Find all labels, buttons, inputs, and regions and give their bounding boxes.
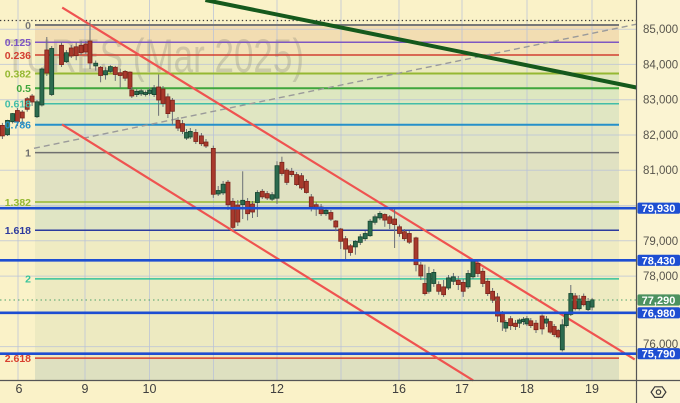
svg-text:9: 9 [82,382,89,396]
svg-text:78,000: 78,000 [643,271,678,283]
svg-text:1: 1 [25,147,31,159]
svg-text:0.382: 0.382 [5,68,31,80]
svg-text:79,000: 79,000 [643,236,678,248]
svg-text:0.618: 0.618 [5,99,31,111]
svg-text:17: 17 [455,382,469,396]
svg-text:6: 6 [16,382,23,396]
svg-text:0.236: 0.236 [5,50,31,62]
svg-text:77,290: 77,290 [642,295,676,307]
svg-text:18: 18 [520,382,534,396]
svg-text:75,790: 75,790 [642,349,676,361]
svg-text:0.125: 0.125 [5,37,31,49]
svg-text:81,000: 81,000 [643,165,678,177]
svg-text:82,000: 82,000 [643,130,678,142]
svg-text:19: 19 [585,382,599,396]
svg-text:79,930: 79,930 [642,203,676,215]
svg-text:76,000: 76,000 [643,339,678,351]
svg-text:85,000: 85,000 [643,24,678,36]
svg-text:2: 2 [25,274,31,286]
svg-text:0.786: 0.786 [5,120,31,132]
svg-text:83,000: 83,000 [643,95,678,107]
svg-text:1.618: 1.618 [5,225,31,237]
svg-text:76,980: 76,980 [642,308,676,320]
svg-text:0: 0 [25,20,31,32]
svg-text:84,000: 84,000 [643,59,678,71]
svg-text:12: 12 [270,382,284,396]
svg-text:10: 10 [143,382,157,396]
svg-text:1.382: 1.382 [5,197,31,209]
svg-text:16: 16 [392,382,406,396]
svg-text:2.618: 2.618 [5,353,31,365]
svg-text:0.5: 0.5 [16,83,31,95]
svg-text:78,430: 78,430 [642,255,676,267]
